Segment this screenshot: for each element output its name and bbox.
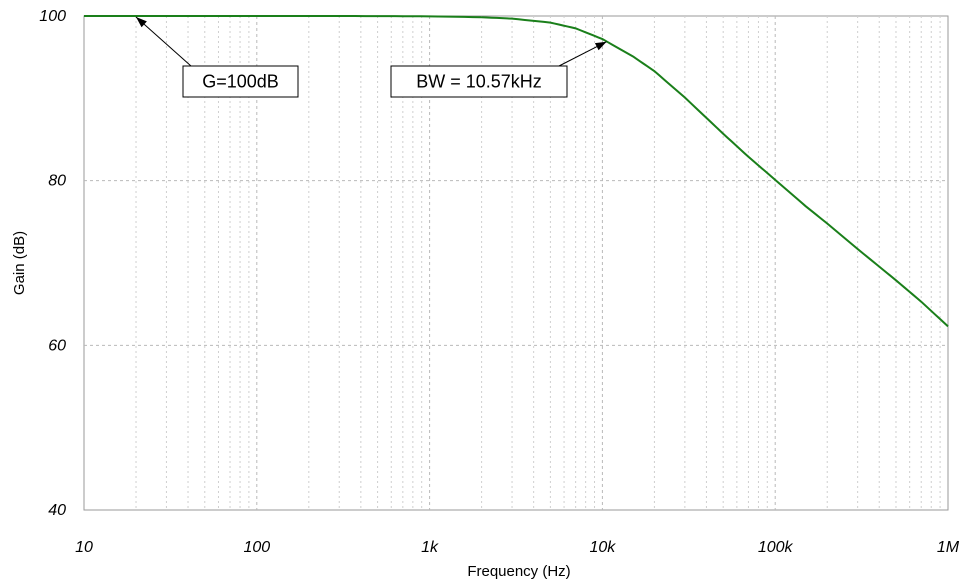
tick-labels: 10 100 1k 10k 100k 1M 40 60 80 100 [39,8,959,556]
x-tick-label: 10k [590,539,617,556]
y-tick-label: 40 [48,502,66,519]
annotation-bandwidth-box [390,65,568,98]
annotation-gain: G=100dB [135,16,299,98]
plot-background [83,15,949,511]
y-axis-label: Gain (dB) [11,231,28,295]
y-tick-label: 60 [48,337,66,354]
annotation-bandwidth: BW = 10.57kHz [390,41,607,98]
x-tick-label: 100k [758,539,794,556]
y-tick-label: 100 [39,8,66,25]
x-axis-label: Frequency (Hz) [467,563,570,580]
series-layer [84,15,949,328]
annotation-gain-arrowhead [136,17,147,28]
grid-lines [84,16,948,510]
x-tick-label: 10 [75,539,93,556]
x-tick-label: 1k [421,539,439,556]
annotation-bandwidth-text: BW = 10.57kHz [416,72,542,92]
x-tick-label: 1M [937,539,960,556]
x-tick-label: 100 [243,539,270,556]
y-tick-label: 80 [48,173,66,190]
annotation-gain-box [182,65,299,98]
annotation-bandwidth-arrowhead [594,41,607,51]
annotation-gain-leader [135,16,192,67]
annotation-gain-text: G=100dB [202,72,279,92]
annotations-layer: G=100dB BW = 10.57kHz [135,16,607,98]
series-line [84,15,949,328]
